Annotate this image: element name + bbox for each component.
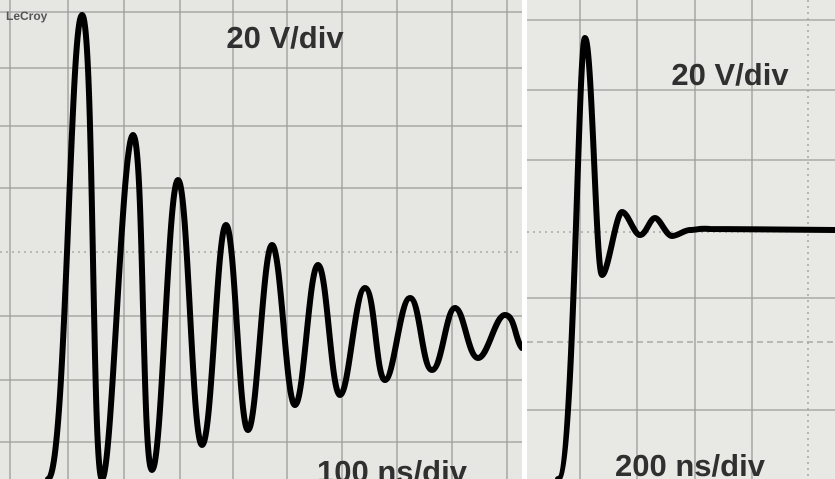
right-screen: 20 V/div 200 ns/div: [527, 0, 835, 479]
time-scale-label: 100 ns/div: [317, 454, 468, 479]
time-scale-label: 200 ns/div: [615, 448, 766, 479]
vertical-scale-label: 20 V/div: [226, 20, 344, 55]
vertical-scale-label: 20 V/div: [671, 57, 789, 92]
panel-divider: [522, 0, 527, 479]
screen-background: [0, 0, 522, 479]
oscilloscope-comparison: LeCroy 20 V/div 100 ns/div 20 V/div 200 …: [0, 0, 835, 479]
left-screen: LeCroy 20 V/div 100 ns/div: [0, 0, 522, 479]
brand-label: LeCroy: [6, 9, 48, 23]
